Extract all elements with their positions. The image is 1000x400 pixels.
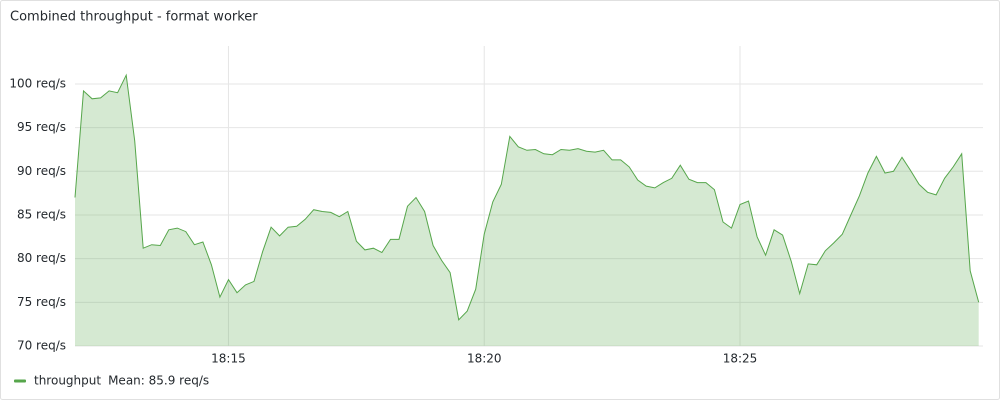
legend-label: throughput [34, 374, 101, 388]
legend-swatch [14, 379, 26, 383]
y-tick-label: 100 req/s [9, 76, 66, 90]
y-tick-label: 95 req/s [17, 120, 66, 134]
y-tick-label: 75 req/s [17, 295, 66, 309]
y-tick-label: 90 req/s [17, 164, 66, 178]
line [74, 73, 980, 321]
y-tick-label: 70 req/s [17, 339, 66, 353]
x-tick-label: 18:20 [467, 352, 502, 366]
y-tick-label: 80 req/s [17, 251, 66, 265]
legend-stat: Mean: 85.9 req/s [108, 374, 209, 388]
x-tick-label: 18:15 [211, 352, 246, 366]
area [75, 75, 979, 346]
x-tick-label: 18:25 [723, 352, 758, 366]
chart-title: Combined throughput - format worker [10, 10, 258, 25]
y-tick-label: 85 req/s [17, 207, 66, 221]
